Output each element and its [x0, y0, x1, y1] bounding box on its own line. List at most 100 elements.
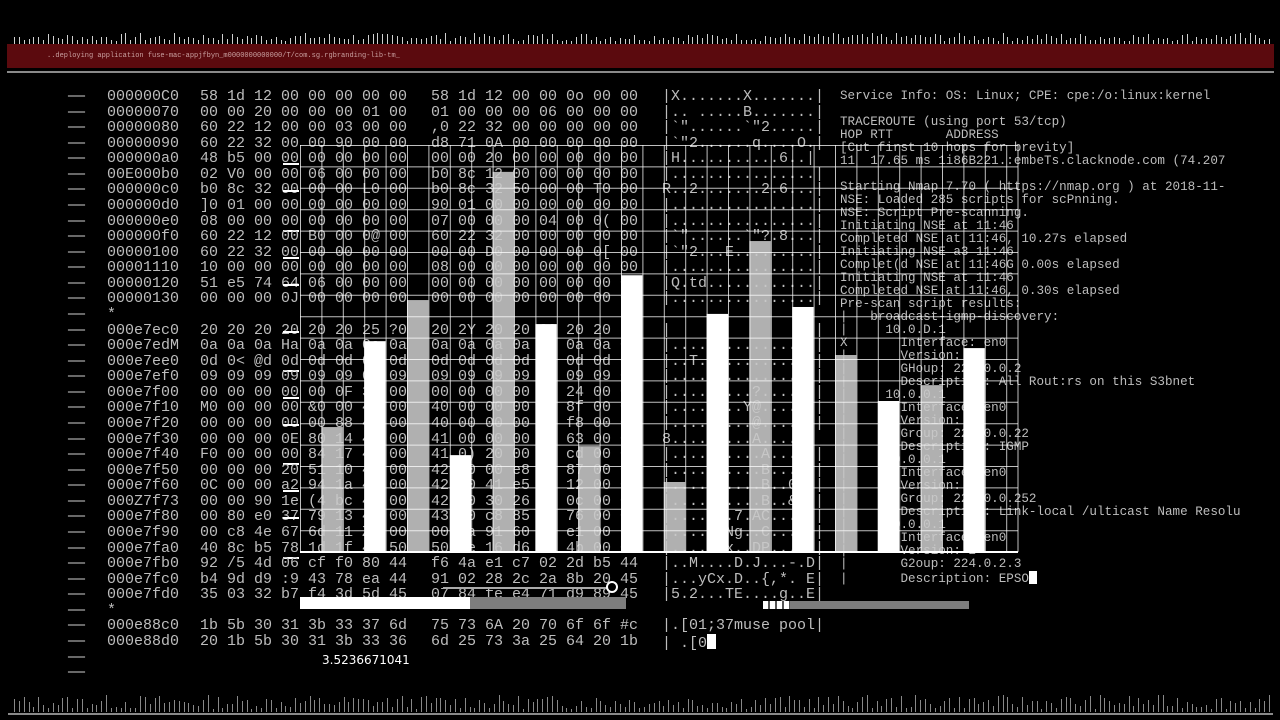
hex-ascii: |................|	[662, 212, 825, 230]
terminal-line: | G2oup: 224.0.2.3	[840, 557, 1022, 571]
tick-mark	[47, 708, 49, 712]
bottom-tick-strip	[14, 694, 1274, 712]
hex-ascii: |................|	[662, 337, 825, 355]
tick-mark	[479, 699, 481, 712]
tick-mark	[547, 39, 549, 44]
tick-mark	[561, 705, 563, 712]
hex-address: 000e7f60	[107, 477, 180, 495]
tick-mark	[1094, 708, 1096, 712]
tick-mark	[23, 696, 25, 712]
tick-mark	[343, 38, 345, 44]
tick-mark	[140, 33, 141, 44]
hex-bytes-low: M0 00 00 00 &0 00 40 00	[200, 399, 408, 417]
tick-mark	[232, 33, 234, 44]
tick-mark	[997, 40, 999, 44]
terminal-line: NSE: Loaded 285 scripts for scPnning.	[840, 193, 1120, 207]
row-marker: ——	[68, 430, 85, 448]
tick-mark	[241, 39, 243, 44]
row-marker: ——	[68, 632, 85, 650]
slider-track[interactable]	[443, 587, 613, 589]
tick-mark	[362, 698, 364, 712]
tick-mark	[1002, 695, 1004, 712]
tick-mark	[968, 39, 970, 44]
tick-mark	[668, 40, 670, 44]
chart-bar	[792, 306, 814, 552]
tick-mark	[547, 697, 549, 712]
tick-mark	[527, 698, 529, 712]
row-marker: ——	[68, 337, 85, 355]
tick-mark	[178, 700, 180, 712]
tick-mark	[668, 700, 670, 712]
tick-mark	[794, 37, 796, 44]
tick-mark	[416, 38, 418, 44]
tick-mark	[740, 40, 742, 44]
hex-address: 000e7f00	[107, 383, 180, 401]
hex-address: 000e7edM	[107, 337, 180, 355]
hex-address: 000e7f10	[107, 399, 180, 417]
tick-mark	[857, 34, 859, 44]
tick-mark	[299, 35, 301, 44]
tick-mark	[726, 707, 728, 712]
tick-mark	[726, 38, 728, 44]
tick-mark	[1089, 696, 1091, 712]
hex-address: 00E000b0	[107, 165, 180, 183]
tick-mark	[736, 703, 738, 712]
tick-mark	[959, 33, 960, 44]
tick-mark	[217, 40, 219, 44]
tick-mark	[1012, 40, 1014, 44]
tick-mark	[610, 706, 612, 712]
tick-mark	[144, 696, 146, 712]
tick-mark	[978, 39, 980, 44]
tick-mark	[329, 704, 330, 712]
tick-mark	[537, 35, 539, 44]
secondary-progress-bar	[763, 601, 969, 609]
tick-mark	[154, 698, 156, 712]
tick-mark	[144, 39, 146, 44]
row-marker: ——	[68, 664, 85, 682]
tick-mark	[881, 705, 883, 712]
hex-address: 00001110	[107, 259, 180, 277]
terminal-line: 11 17.65 ms 1i86B221.:embeTs.clacknode.c…	[840, 154, 1226, 168]
tick-mark	[532, 701, 534, 712]
row-marker: ——	[68, 586, 85, 604]
tick-mark	[203, 34, 204, 44]
tick-mark	[682, 707, 684, 712]
tick-mark	[1249, 33, 1251, 44]
tick-mark	[67, 696, 69, 712]
tick-mark	[508, 703, 510, 712]
slider-knob[interactable]	[606, 581, 618, 593]
tick-mark	[1075, 703, 1077, 712]
tick-mark	[280, 701, 282, 712]
row-marker: ——	[68, 259, 85, 277]
tick-mark	[677, 37, 679, 44]
tick-mark	[290, 37, 292, 44]
tick-mark	[270, 700, 272, 712]
hex-address: 00000100	[107, 243, 180, 261]
tick-mark	[576, 706, 578, 712]
tick-mark	[973, 698, 975, 712]
tick-mark	[915, 35, 917, 44]
tick-mark	[493, 37, 495, 44]
tick-mark	[445, 699, 447, 712]
tick-mark	[183, 39, 185, 44]
tick-mark	[430, 35, 432, 44]
tick-mark	[881, 34, 883, 44]
tick-mark	[818, 697, 820, 712]
tick-mark	[479, 37, 481, 44]
tick-mark	[1211, 708, 1212, 712]
hex-address: 000e7fd0	[107, 586, 180, 604]
tick-mark	[571, 40, 573, 44]
tick-mark	[488, 36, 490, 44]
tick-mark	[624, 707, 626, 712]
tick-mark	[47, 33, 49, 44]
tick-mark	[96, 704, 98, 712]
tick-mark	[169, 39, 171, 44]
tick-mark	[915, 695, 917, 712]
tick-mark	[469, 707, 471, 712]
hex-address: 000e7f50	[107, 461, 180, 479]
tick-mark	[52, 36, 54, 44]
tick-mark	[614, 701, 616, 712]
tick-mark	[542, 698, 544, 712]
tick-mark	[619, 38, 621, 44]
tick-mark	[595, 37, 597, 44]
